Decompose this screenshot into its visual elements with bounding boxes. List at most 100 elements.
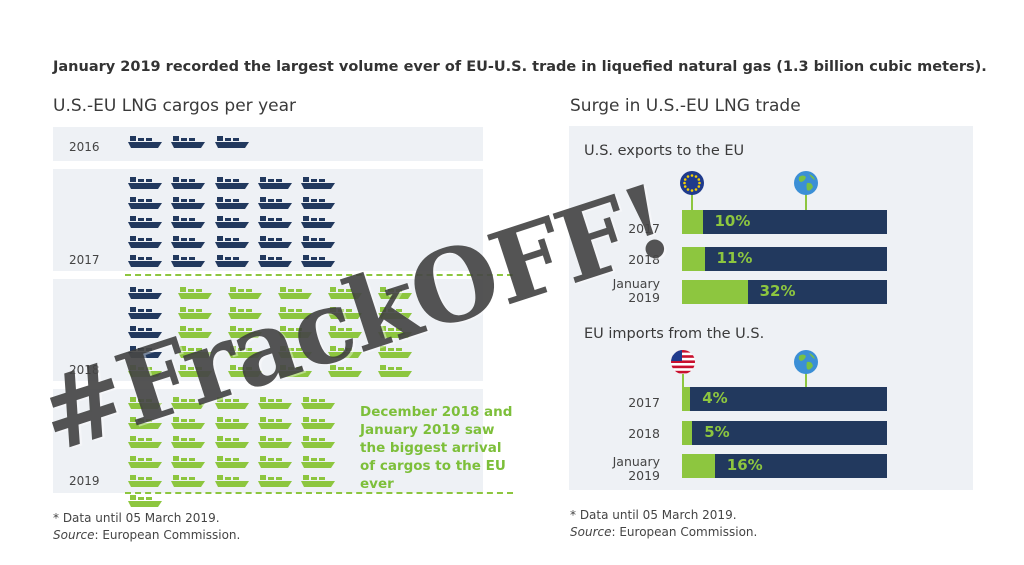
left-panel-title: U.S.-EU LNG cargos per year bbox=[53, 96, 297, 116]
globe-icon-2 bbox=[794, 350, 818, 390]
ship-icon bbox=[258, 473, 292, 487]
year-label-2016: 2016 bbox=[69, 140, 100, 154]
exports-bar-1 bbox=[682, 247, 887, 271]
eu-flag-icon bbox=[680, 171, 704, 211]
ship-icon bbox=[328, 363, 362, 377]
ship-icon bbox=[228, 285, 262, 299]
exports-value-1: 11% bbox=[716, 249, 753, 267]
ship-icon bbox=[215, 195, 249, 209]
imports-label-1: 2018 bbox=[628, 426, 660, 441]
ship-icon bbox=[178, 285, 212, 299]
ship-icon bbox=[178, 324, 212, 338]
ship-icon bbox=[258, 214, 292, 228]
ship-icon bbox=[258, 434, 292, 448]
ship-icon bbox=[215, 434, 249, 448]
ship-icon bbox=[128, 395, 162, 409]
imports-label-2: January 2019 bbox=[612, 454, 660, 483]
ship-icon bbox=[128, 434, 162, 448]
ship-icon bbox=[178, 344, 212, 358]
exports-bar-fill-0 bbox=[682, 210, 703, 234]
exports-bar-fill-1 bbox=[682, 247, 705, 271]
exports-bar-2 bbox=[682, 280, 887, 304]
ship-icon bbox=[128, 305, 162, 319]
ship-icon bbox=[378, 344, 412, 358]
ship-icon bbox=[301, 415, 335, 429]
ship-icon bbox=[215, 214, 249, 228]
callout-text: December 2018 and January 2019 saw the b… bbox=[360, 404, 513, 492]
ship-icon bbox=[301, 195, 335, 209]
ship-icon bbox=[278, 324, 312, 338]
ship-icon bbox=[215, 454, 249, 468]
exports-title: U.S. exports to the EU bbox=[584, 143, 745, 159]
ship-icon bbox=[215, 253, 249, 267]
imports-value-1: 5% bbox=[704, 423, 730, 441]
ship-icon bbox=[278, 363, 312, 377]
year-label-2019: 2019 bbox=[69, 474, 100, 488]
ship-icon bbox=[128, 493, 162, 507]
ship-icon bbox=[128, 234, 162, 248]
ship-icon bbox=[171, 214, 205, 228]
ship-icon bbox=[258, 234, 292, 248]
ship-icon bbox=[128, 344, 162, 358]
ship-icon bbox=[128, 454, 162, 468]
ship-icon bbox=[328, 305, 362, 319]
footnote-source-text: : European Commission. bbox=[94, 528, 241, 542]
band-2018 bbox=[53, 279, 483, 381]
ship-icon bbox=[215, 395, 249, 409]
footnote-source-label-right: Source bbox=[570, 525, 612, 539]
ship-icon bbox=[171, 175, 205, 189]
ship-icon bbox=[178, 363, 212, 377]
us-flag-icon bbox=[671, 350, 695, 390]
exports-bar-fill-2 bbox=[682, 280, 748, 304]
imports-value-0: 4% bbox=[702, 389, 728, 407]
right-panel-title: Surge in U.S.-EU LNG trade bbox=[570, 96, 801, 116]
dashed-line-top bbox=[125, 274, 513, 276]
ship-icon bbox=[258, 454, 292, 468]
globe-icon bbox=[794, 171, 818, 211]
ship-icon bbox=[171, 415, 205, 429]
ship-icon bbox=[378, 324, 412, 338]
ship-icon bbox=[128, 134, 162, 148]
ship-icon bbox=[128, 214, 162, 228]
ship-icon bbox=[278, 285, 312, 299]
ship-icon bbox=[128, 195, 162, 209]
imports-bar-fill-1 bbox=[682, 421, 693, 445]
dashed-line-bottom bbox=[125, 492, 513, 494]
ship-icon bbox=[171, 234, 205, 248]
ship-icon bbox=[258, 415, 292, 429]
ship-icon bbox=[258, 195, 292, 209]
footnote-source-label: Source bbox=[53, 528, 95, 542]
ship-icon bbox=[171, 253, 205, 267]
ship-icon bbox=[378, 305, 412, 319]
imports-title: EU imports from the U.S. bbox=[584, 326, 765, 342]
ship-icon bbox=[328, 344, 362, 358]
exports-value-2: 32% bbox=[759, 282, 796, 300]
ship-icon bbox=[258, 175, 292, 189]
right-footnote: * Data until 05 March 2019. Source: Euro… bbox=[570, 507, 757, 541]
imports-bar-0 bbox=[682, 387, 887, 411]
year-label-2018: 2018 bbox=[69, 363, 100, 377]
exports-value-0: 10% bbox=[714, 212, 751, 230]
imports-bar-1 bbox=[682, 421, 887, 445]
imports-value-2: 16% bbox=[726, 456, 763, 474]
ship-icon bbox=[128, 253, 162, 267]
ship-icon bbox=[171, 395, 205, 409]
exports-bar-0 bbox=[682, 210, 887, 234]
ship-icon bbox=[258, 253, 292, 267]
ship-icon bbox=[215, 473, 249, 487]
ship-icon bbox=[215, 134, 249, 148]
ship-icon bbox=[228, 363, 262, 377]
year-label-2017: 2017 bbox=[69, 253, 100, 267]
ship-icon bbox=[128, 363, 162, 377]
imports-bar-fill-0 bbox=[682, 387, 691, 411]
headline: January 2019 recorded the largest volume… bbox=[53, 59, 987, 75]
ship-icon bbox=[301, 454, 335, 468]
footnote-note: * Data until 05 March 2019. bbox=[53, 511, 220, 525]
left-footnote: * Data until 05 March 2019. Source: Euro… bbox=[53, 510, 240, 544]
ship-icon bbox=[128, 175, 162, 189]
imports-label-0: 2017 bbox=[628, 395, 660, 410]
ship-icon bbox=[228, 344, 262, 358]
ship-icon bbox=[301, 253, 335, 267]
ship-icon bbox=[228, 324, 262, 338]
band-2016 bbox=[53, 127, 483, 161]
